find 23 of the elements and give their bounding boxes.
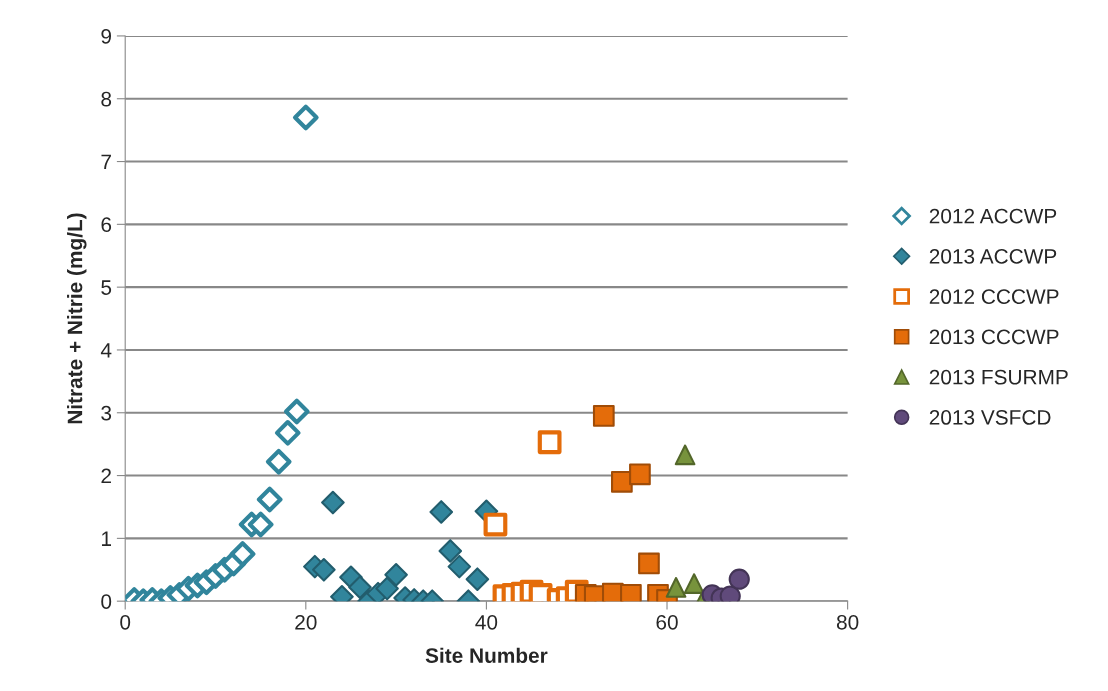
legend-label: 2013 VSFCD [929,410,1051,425]
y-tick-label: 7 [101,154,111,170]
y-tick-label: 4 [100,343,112,358]
x-axis-title: Site Number [425,647,548,663]
x-tick-label: 60 [656,614,678,630]
y-tick-label: 5 [101,280,112,295]
x-tick-label: 80 [836,614,859,630]
legend-label: 2013 FSURMP [929,369,1068,385]
y-tick-label: 1 [102,531,111,546]
y-tick-label: 0 [101,594,112,609]
legend-label: 2013 ACCWP [929,249,1057,264]
y-tick-label: 6 [101,217,112,233]
y-tick-label: 3 [101,405,112,421]
y-axis-title: Nitrate + Nitrie (mg/L) [67,213,87,424]
y-tick-label: 9 [101,28,112,44]
legend-label: 2012 ACCWP [929,208,1057,224]
x-tick-label: 40 [475,614,498,630]
y-tick-label: 8 [101,91,112,107]
y-tick-label: 2 [101,468,111,484]
legend-label: 2013 CCCWP [929,329,1059,345]
x-tick-label: 0 [120,614,131,630]
x-tick-label: 20 [295,614,317,630]
legend-label: 2012 CCCWP [929,289,1059,305]
